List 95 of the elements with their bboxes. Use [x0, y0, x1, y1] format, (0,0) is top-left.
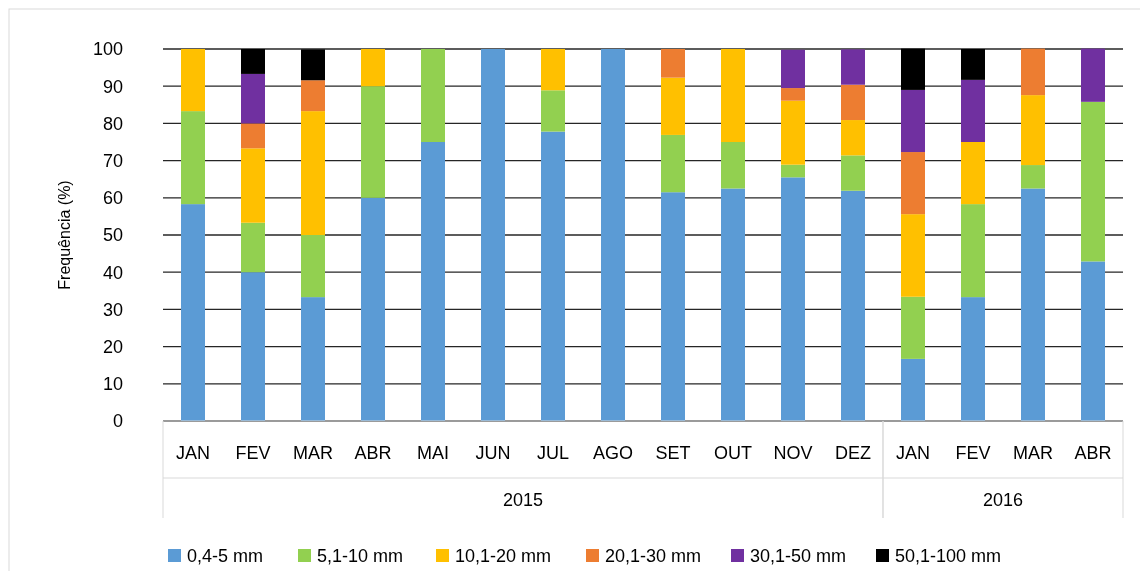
x-tick-label: MAR — [293, 443, 333, 464]
y-tick-label: 30 — [102, 299, 123, 320]
bar — [241, 222, 265, 273]
bar — [901, 48, 925, 90]
y-tick-label: 0 — [112, 411, 123, 432]
bar — [541, 49, 565, 91]
bar — [1021, 48, 1045, 96]
bar — [181, 111, 205, 205]
bar — [1021, 188, 1045, 421]
legend-label: 0,4-5 mm — [187, 546, 264, 567]
bar — [721, 188, 745, 421]
bar — [361, 86, 385, 198]
x-tick-label: ABR — [354, 443, 392, 464]
bar — [901, 296, 925, 359]
bar — [301, 111, 325, 235]
x-tick-label: SET — [655, 443, 691, 464]
bar — [481, 49, 505, 421]
x-tick-label: JAN — [175, 443, 211, 464]
legend-label: 10,1-20 mm — [455, 546, 552, 567]
bar — [961, 79, 985, 142]
legend-label: 30,1-50 mm — [750, 546, 847, 567]
bar — [181, 49, 205, 112]
bar — [541, 90, 565, 132]
bar — [841, 120, 865, 156]
bar — [781, 49, 805, 89]
bar — [241, 73, 265, 124]
bar — [301, 49, 325, 81]
bar — [721, 49, 745, 142]
text: 2016 — [982, 490, 1024, 511]
bar — [721, 142, 745, 189]
bar — [1081, 101, 1105, 262]
bar — [901, 152, 925, 215]
bar — [661, 192, 685, 421]
bar — [301, 80, 325, 112]
bar — [841, 155, 865, 191]
text: 2015 — [502, 490, 544, 511]
bar — [421, 142, 445, 421]
bar — [301, 297, 325, 421]
bar — [301, 235, 325, 298]
bar — [241, 272, 265, 421]
bar — [1021, 165, 1045, 189]
bar — [241, 123, 265, 149]
bar — [781, 177, 805, 421]
bar — [361, 197, 385, 421]
y-tick-label: 100 — [92, 39, 123, 60]
bar — [1021, 95, 1045, 166]
y-tick-label: 80 — [102, 113, 123, 134]
bar — [961, 204, 985, 298]
bar — [841, 84, 865, 121]
y-axis-title: Frequência (%) — [56, 180, 73, 290]
legend-label: 5,1-10 mm — [317, 546, 404, 567]
bar — [241, 49, 265, 74]
bar — [1081, 261, 1105, 421]
bar — [781, 88, 805, 101]
bar — [961, 49, 985, 80]
bar — [241, 148, 265, 223]
bar — [661, 134, 685, 193]
bar — [901, 214, 925, 297]
x-tick-label: MAR — [1013, 443, 1053, 464]
x-tick-label: FEV — [235, 443, 271, 464]
bar — [961, 297, 985, 421]
bar — [781, 100, 805, 165]
legend-label: 50,1-100 mm — [895, 546, 1002, 567]
y-tick-label: 70 — [102, 150, 123, 171]
y-tick-label: 90 — [102, 76, 123, 97]
x-tick-label: JAN — [895, 443, 931, 464]
bar — [541, 131, 565, 421]
y-tick-label: 20 — [102, 336, 123, 357]
y-tick-label: 40 — [102, 262, 123, 283]
bar — [601, 49, 625, 421]
x-tick-label: JUL — [536, 443, 570, 464]
x-tick-label: OUT — [714, 443, 752, 464]
bar — [961, 142, 985, 205]
bar — [421, 49, 445, 142]
bar — [361, 49, 385, 87]
x-tick-label: AGO — [592, 443, 634, 464]
y-tick-label: 10 — [102, 374, 123, 395]
x-tick-label: ABR — [1074, 443, 1112, 464]
y-tick-label: 60 — [102, 188, 123, 209]
bar — [661, 49, 685, 78]
bar — [661, 77, 685, 135]
legend-label: 20,1-30 mm — [605, 546, 702, 567]
bar — [841, 190, 865, 421]
x-tick-label: NOV — [773, 443, 813, 464]
bar — [901, 358, 925, 421]
x-tick-label: MAI — [416, 443, 450, 464]
x-tick-label: FEV — [955, 443, 991, 464]
bar — [781, 164, 805, 178]
x-tick-label: DEZ — [835, 443, 871, 464]
x-tick-label: JUN — [475, 443, 511, 464]
bar — [181, 204, 205, 421]
bar — [1081, 48, 1105, 102]
bar — [841, 49, 865, 85]
y-tick-label: 50 — [102, 225, 123, 246]
bar — [901, 89, 925, 153]
